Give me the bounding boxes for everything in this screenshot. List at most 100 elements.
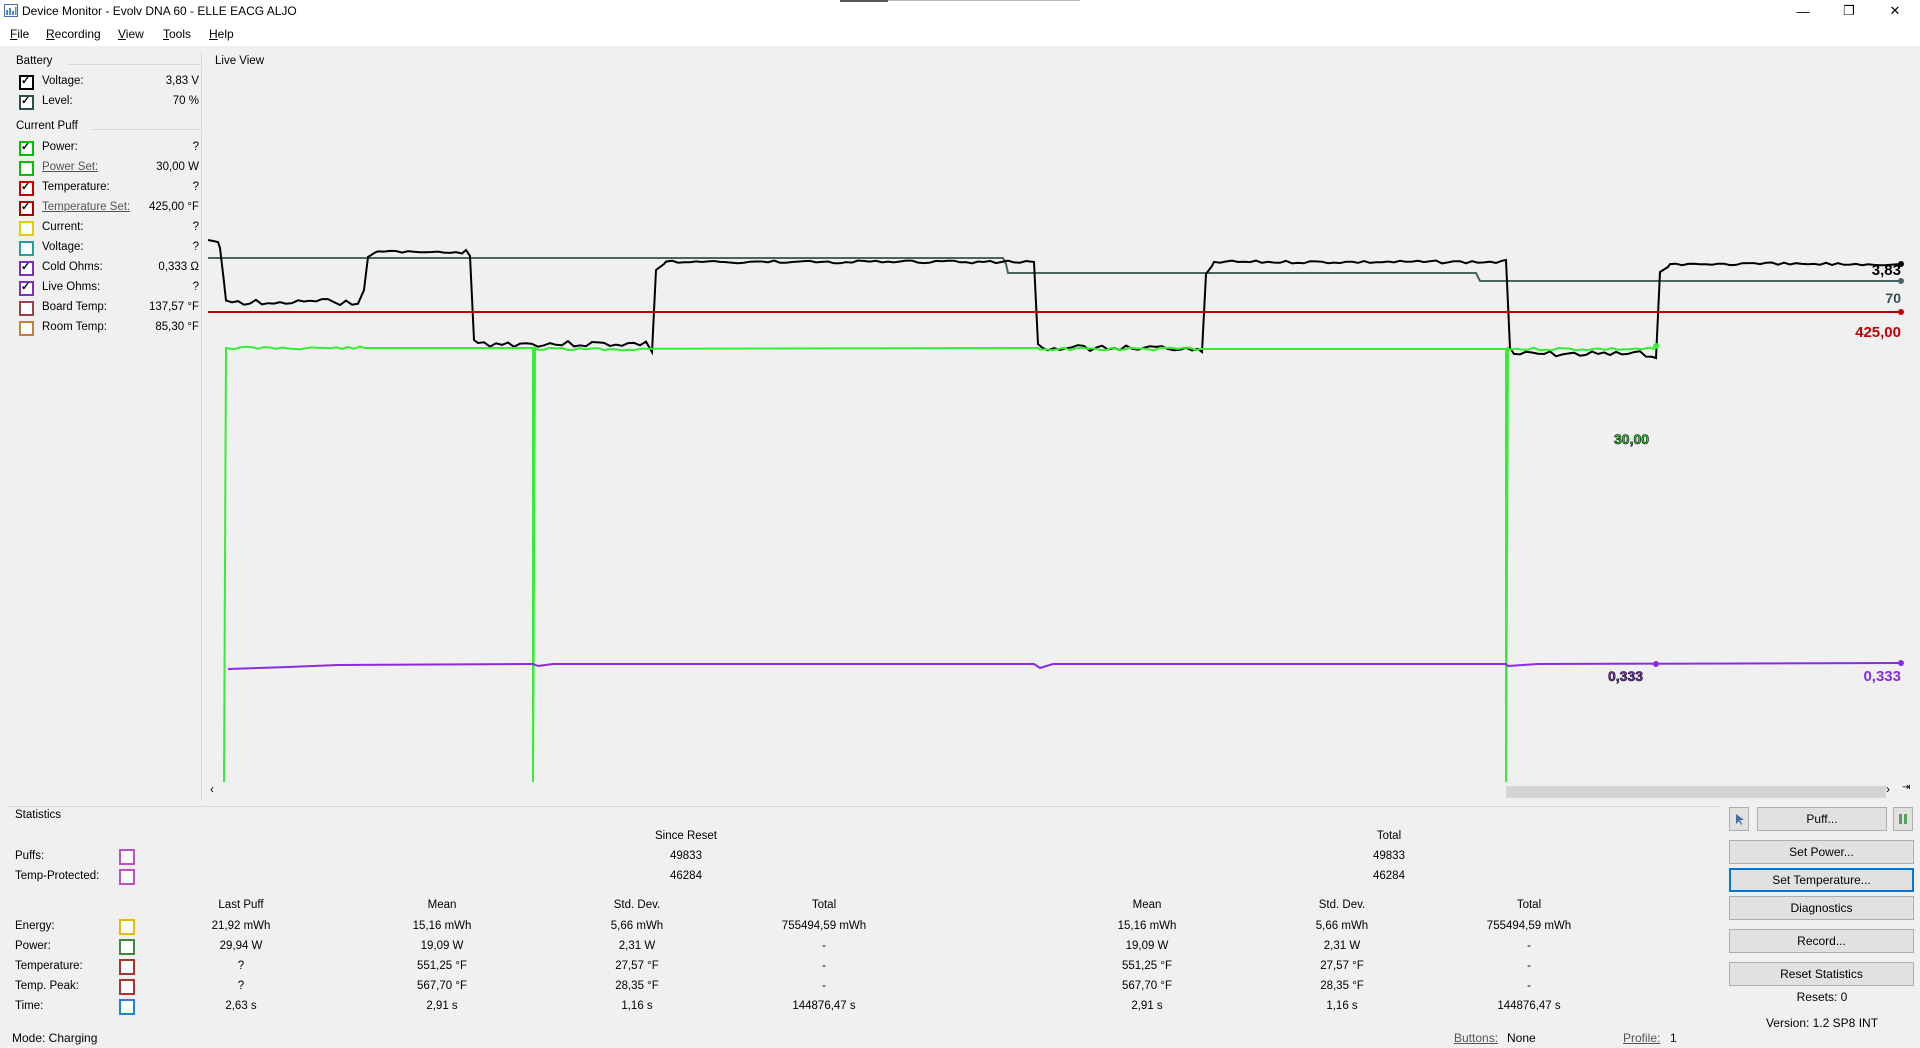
live-ohms-line: [227, 662, 1902, 670]
battery-label: Voltage:: [42, 75, 84, 87]
stat-cell: 2,91 s: [1131, 1000, 1163, 1012]
stat-color-box[interactable]: [119, 919, 135, 935]
stat-cell: 29,94 W: [219, 940, 263, 952]
current-puff-row: Temperature Set: 425,00 °F: [19, 200, 199, 218]
stat-cell: 567,70 °F: [1122, 980, 1172, 992]
current-puff-row: Cold Ohms: 0,333 Ω: [19, 260, 199, 278]
stat-cell: 755494,59 mWh: [1486, 920, 1572, 932]
stat-color-box[interactable]: [119, 939, 135, 955]
menu-tools[interactable]: Tools: [163, 27, 192, 41]
cursor-icon: [1736, 814, 1744, 825]
current-puff-group-line: [91, 129, 201, 130]
current-puff-series-checkbox[interactable]: [19, 301, 34, 316]
title-divider: [840, 0, 1080, 1]
stat-cell: 1,16 s: [621, 1000, 653, 1012]
profile-status-label: Profile:: [1623, 1031, 1661, 1045]
scroll-right-arrow-icon[interactable]: ›: [1886, 782, 1890, 796]
live-view-chart: 3,83 70 425,00 30,00 0,333 0,333: [208, 239, 1904, 782]
temp-set-end-label: 425,00: [1855, 324, 1901, 341]
stat-count-label: Puffs:: [15, 850, 45, 862]
maximize-button[interactable]: ❐: [1843, 3, 1855, 18]
puff-button[interactable]: Puff...: [1757, 807, 1887, 831]
current-puff-series-checkbox[interactable]: [19, 161, 34, 176]
puff-options-button[interactable]: [1729, 807, 1749, 831]
stat-cell: 567,70 °F: [417, 980, 467, 992]
total-header: Total: [1376, 830, 1402, 842]
current-puff-value: 425,00 °F: [149, 201, 199, 213]
current-puff-series-checkbox[interactable]: [19, 321, 34, 336]
battery-row: Level: 70 %: [19, 94, 199, 112]
current-puff-value: 30,00 W: [156, 161, 199, 173]
reset-statistics-button[interactable]: Reset Statistics: [1729, 962, 1914, 986]
current-puff-row: Voltage:?: [19, 240, 199, 258]
battery-series-checkbox[interactable]: [19, 74, 34, 90]
title-bar: Device Monitor - Evolv DNA 60 - ELLE EAC…: [0, 0, 1920, 22]
current-puff-label[interactable]: Power Set:: [42, 161, 99, 173]
stat-cell: 28,35 °F: [615, 980, 659, 992]
ohms-cursor-marker: [1653, 661, 1659, 667]
stat-since-reset-value: 46284: [670, 870, 702, 882]
current-puff-series-checkbox[interactable]: [19, 221, 34, 236]
stat-cell: ?: [237, 960, 245, 972]
set-temperature-button[interactable]: Set Temperature...: [1729, 868, 1914, 892]
close-button[interactable]: ✕: [1889, 3, 1901, 18]
set-power-button[interactable]: Set Power...: [1729, 840, 1914, 864]
current-puff-value: ?: [192, 221, 199, 233]
battery-series-checkbox[interactable]: [19, 94, 34, 110]
stat-cell: 27,57 °F: [1320, 960, 1364, 972]
record-button[interactable]: Record...: [1729, 929, 1914, 953]
stat-total-value: 49833: [1373, 850, 1405, 862]
stat-cell: 144876,47 s: [1497, 1000, 1561, 1012]
stat-color-box[interactable]: [119, 999, 135, 1015]
current-puff-series-checkbox[interactable]: [19, 180, 34, 196]
diagnostics-button[interactable]: Diagnostics: [1729, 896, 1914, 920]
mode-status: Mode: Charging: [12, 1031, 98, 1045]
current-puff-value: 137,57 °F: [149, 301, 199, 313]
scroll-end-icon[interactable]: ⇥: [1902, 782, 1911, 793]
stat-cell: 755494,59 mWh: [781, 920, 867, 932]
current-puff-label: Board Temp:: [42, 301, 107, 313]
stat-color-box[interactable]: [119, 869, 135, 885]
voltage-end-marker: [1898, 261, 1904, 267]
stat-color-box[interactable]: [119, 979, 135, 995]
current-puff-series-checkbox[interactable]: [19, 260, 34, 276]
buttons-status-value: None: [1507, 1031, 1536, 1045]
stat-cell: 2,63 s: [225, 1000, 257, 1012]
power-cursor-marker: [1653, 343, 1659, 349]
stat-row-label: Temp. Peak:: [15, 980, 79, 992]
current-puff-value: ?: [192, 141, 199, 153]
current-puff-label[interactable]: Temperature Set:: [42, 201, 131, 213]
menu-bar: File Recording View Tools Help: [0, 22, 1920, 46]
minimize-button[interactable]: —: [1796, 3, 1810, 19]
live-view-panel: Live View 3,83 70 425,00 30,00 0,333 0,3…: [208, 52, 1910, 801]
stat-column-header: Std. Dev.: [613, 899, 661, 911]
current-puff-group-title: Current Puff: [16, 120, 78, 132]
menu-recording[interactable]: Recording: [46, 27, 101, 41]
stat-cell: 19,09 W: [420, 940, 464, 952]
stat-cell: 27,57 °F: [615, 960, 659, 972]
current-puff-row: Temperature:?: [19, 180, 199, 198]
scroll-left-arrow-icon[interactable]: ‹: [210, 782, 214, 796]
battery-value: 3,83 V: [165, 75, 199, 87]
stat-color-box[interactable]: [119, 849, 135, 865]
current-puff-series-checkbox[interactable]: [19, 140, 34, 156]
stat-row-label: Temperature:: [15, 960, 83, 972]
chart-scrollbar[interactable]: ‹ › ⇥: [208, 782, 1910, 800]
title-divider-accent: [840, 0, 888, 2]
current-puff-series-checkbox[interactable]: [19, 280, 34, 296]
window-title: Device Monitor - Evolv DNA 60 - ELLE EAC…: [22, 4, 297, 18]
stat-color-box[interactable]: [119, 959, 135, 975]
current-puff-value: ?: [192, 181, 199, 193]
profile-status-value: 1: [1670, 1031, 1677, 1045]
menu-file[interactable]: File: [10, 27, 30, 41]
scroll-thumb[interactable]: [1506, 786, 1886, 798]
stat-cell: 5,66 mWh: [610, 920, 664, 932]
current-puff-label: Cold Ohms:: [42, 261, 103, 273]
current-puff-series-checkbox[interactable]: [19, 200, 34, 216]
statistics-title: Statistics: [15, 809, 62, 821]
puff-hold-button[interactable]: [1893, 807, 1913, 831]
temp-set-end-marker: [1898, 309, 1904, 315]
menu-view[interactable]: View: [118, 27, 144, 41]
current-puff-series-checkbox[interactable]: [19, 241, 34, 256]
menu-help[interactable]: Help: [209, 27, 234, 41]
